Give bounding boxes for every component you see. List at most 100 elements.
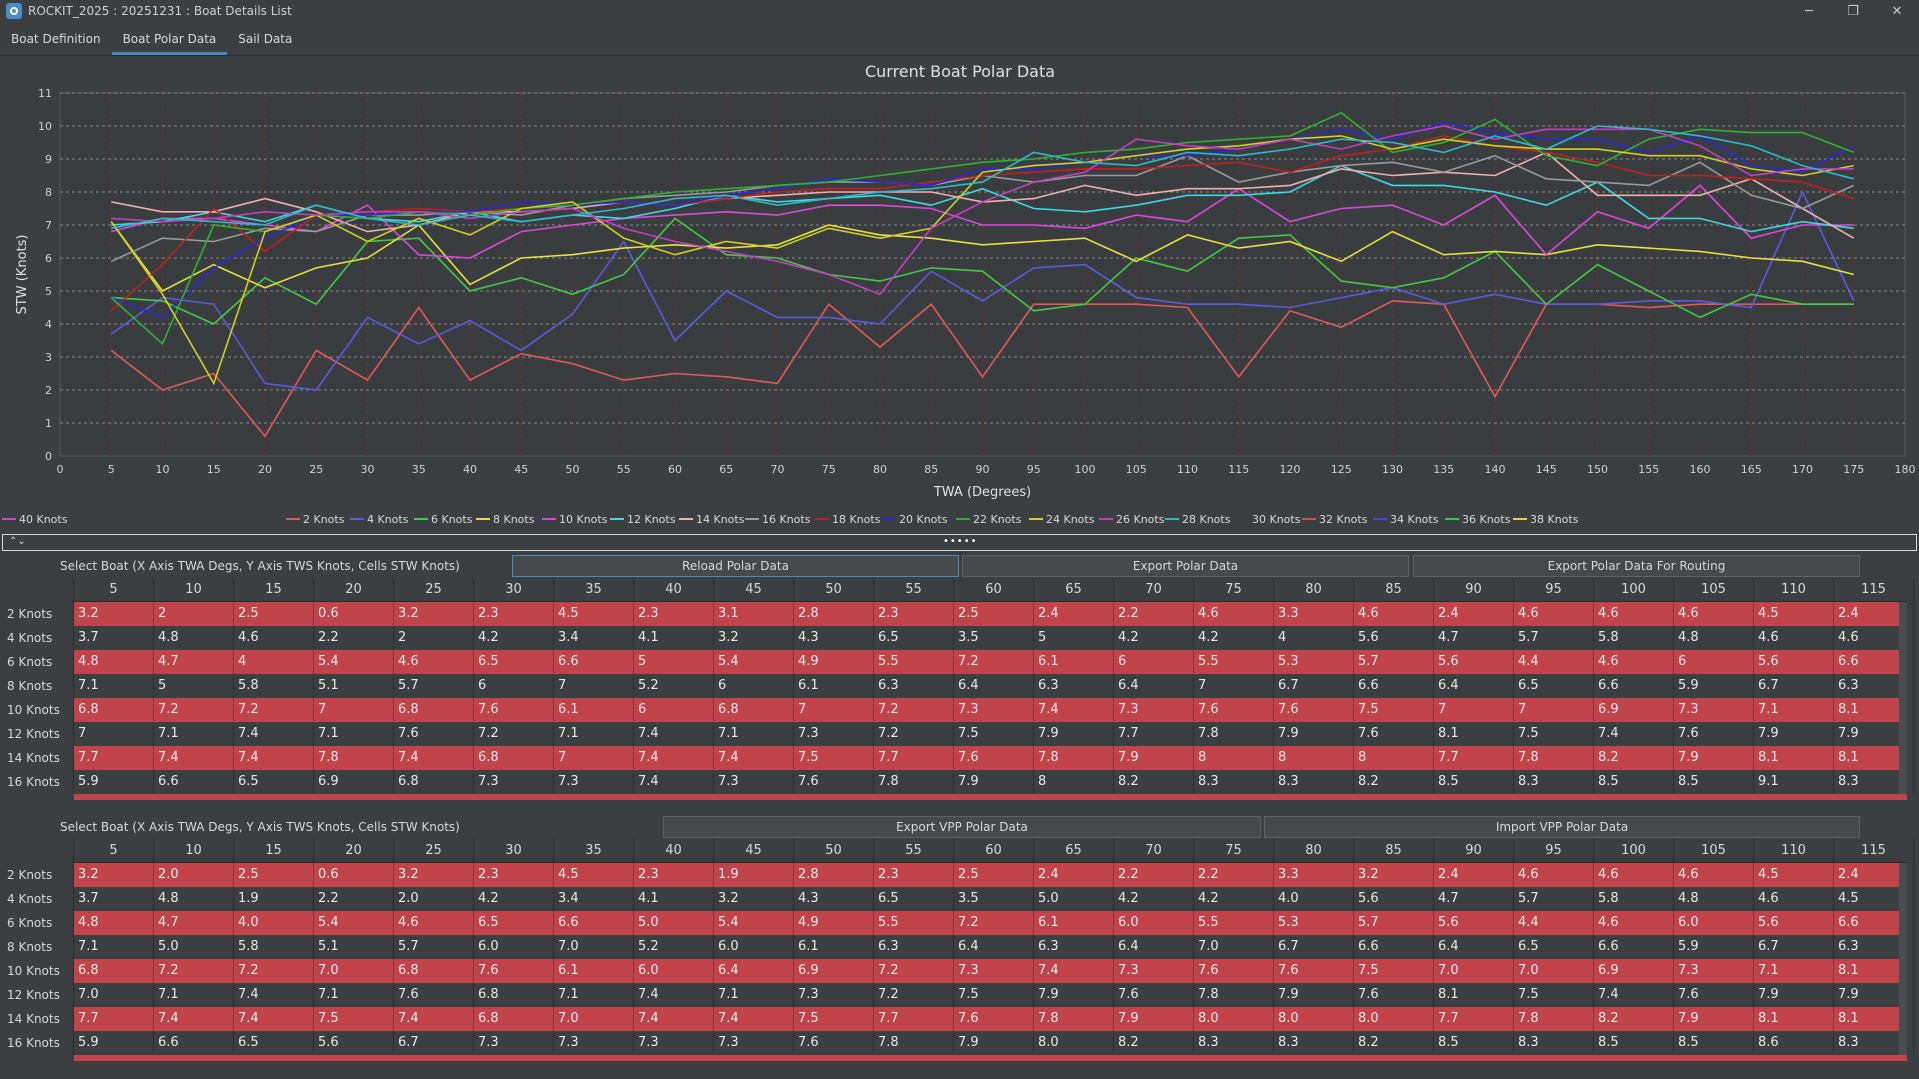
table-cell[interactable]: 6.3 (874, 935, 954, 959)
column-header[interactable]: 70 (1114, 839, 1194, 863)
table-cell[interactable]: 7.6 (1194, 698, 1274, 722)
table-cell[interactable]: 5.2 (634, 935, 714, 959)
table-cell[interactable]: 4.6 (1674, 602, 1754, 626)
column-header[interactable]: 70 (1114, 578, 1194, 602)
export-polar-data-button[interactable]: Export Polar Data (962, 555, 1409, 577)
table-cell[interactable]: 5.7 (1514, 626, 1594, 650)
table-cell[interactable]: 5.6 (1434, 911, 1514, 935)
table-cell[interactable]: 6.9 (314, 770, 394, 794)
table-cell[interactable]: 7.8 (1194, 722, 1274, 746)
table-cell[interactable]: 5.4 (314, 911, 394, 935)
table-cell[interactable]: 6.7 (1274, 674, 1354, 698)
table-cell[interactable]: 4.6 (1194, 602, 1274, 626)
table-cell[interactable]: 8.1 (1434, 722, 1514, 746)
table-cell[interactable]: 6.6 (1834, 650, 1914, 674)
table-cell[interactable]: 7.6 (1354, 983, 1434, 1007)
column-header[interactable]: 90 (1434, 578, 1514, 602)
table-cell[interactable]: 7.9 (1834, 722, 1914, 746)
table-cell[interactable]: 5.5 (1194, 911, 1274, 935)
table-cell[interactable]: 2.2 (1114, 602, 1194, 626)
table-cell[interactable]: 8.5 (1434, 770, 1514, 794)
table-cell[interactable]: 6.3 (1034, 935, 1114, 959)
table-cell[interactable]: 1.9 (714, 863, 794, 887)
table-cell[interactable]: 4.7 (1434, 626, 1514, 650)
table-cell[interactable]: 4.2 (1114, 626, 1194, 650)
table-cell[interactable]: 7.4 (234, 983, 314, 1007)
table-cell[interactable]: 3.4 (554, 887, 634, 911)
table-cell[interactable]: 7.1 (154, 722, 234, 746)
table-cell[interactable]: 7.7 (74, 746, 154, 770)
table-cell[interactable]: 4.2 (1194, 626, 1274, 650)
table-cell[interactable]: 6.1 (1034, 911, 1114, 935)
table-cell[interactable]: 6.5 (474, 911, 554, 935)
table-cell[interactable]: 6.8 (474, 983, 554, 1007)
column-header[interactable]: 10 (154, 839, 234, 863)
table-cell[interactable]: 2.5 (954, 863, 1034, 887)
table-cell[interactable]: 7.1 (714, 983, 794, 1007)
table-cell[interactable]: 7 (74, 722, 154, 746)
table-cell[interactable]: 7.1 (314, 983, 394, 1007)
table-cell[interactable]: 5.8 (234, 935, 314, 959)
table-cell[interactable]: 4.8 (74, 650, 154, 674)
table-cell[interactable]: 6.6 (154, 1031, 234, 1055)
table-cell[interactable]: 7.4 (634, 746, 714, 770)
table-cell[interactable]: 7.3 (1674, 698, 1754, 722)
table-cell[interactable]: 5.7 (1354, 911, 1434, 935)
table-cell[interactable]: 7.2 (154, 959, 234, 983)
table-cell[interactable]: 7.7 (1434, 1007, 1514, 1031)
table-cell[interactable]: 6.9 (794, 959, 874, 983)
column-header[interactable]: 100 (1594, 839, 1674, 863)
table-cell[interactable]: 3.2 (394, 602, 474, 626)
table-cell[interactable]: 5.6 (1754, 650, 1834, 674)
table-cell[interactable]: 6.6 (1594, 935, 1674, 959)
table-cell[interactable]: 8.1 (1834, 1007, 1914, 1031)
table-cell[interactable]: 6.4 (1434, 935, 1514, 959)
table-cell[interactable]: 7.0 (314, 959, 394, 983)
table-cell[interactable]: 7.2 (474, 722, 554, 746)
table-cell[interactable]: 7.4 (154, 746, 234, 770)
table-cell[interactable]: 8 (1274, 746, 1354, 770)
table-cell[interactable]: 7.8 (1034, 746, 1114, 770)
table-cell[interactable]: 0.6 (314, 602, 394, 626)
table-cell[interactable]: 5.5 (1194, 650, 1274, 674)
table-cell[interactable]: 4.5 (1754, 602, 1834, 626)
table-cell[interactable]: 6.8 (474, 1007, 554, 1031)
table-cell[interactable]: 7.4 (634, 983, 714, 1007)
table-cell[interactable]: 7.5 (1514, 722, 1594, 746)
table-cell[interactable]: 6 (1674, 650, 1754, 674)
column-header[interactable]: 60 (954, 578, 1034, 602)
table-cell[interactable]: 7.9 (954, 770, 1034, 794)
tab-boat-polar-data[interactable]: Boat Polar Data (111, 24, 228, 55)
table-cell[interactable]: 8.3 (1514, 770, 1594, 794)
table-cell[interactable]: 8.0 (1354, 1007, 1434, 1031)
table-cell[interactable]: 7.7 (74, 1007, 154, 1031)
table-cell[interactable]: 8.3 (1194, 1031, 1274, 1055)
table-cell[interactable]: 6.7 (1754, 935, 1834, 959)
column-header[interactable]: 65 (1034, 839, 1114, 863)
table-cell[interactable]: 7.5 (954, 983, 1034, 1007)
table-cell[interactable]: 7.5 (1354, 959, 1434, 983)
table-cell[interactable]: 8.3 (1274, 770, 1354, 794)
table-cell[interactable]: 8.0 (1034, 1031, 1114, 1055)
column-header[interactable]: 75 (1194, 839, 1274, 863)
table-cell[interactable]: 3.5 (954, 887, 1034, 911)
table-cell[interactable]: 4.6 (1514, 863, 1594, 887)
table-cell[interactable]: 8 (1034, 770, 1114, 794)
table-cell[interactable]: 7.4 (1594, 983, 1674, 1007)
table-cell[interactable]: 2.5 (234, 863, 314, 887)
table-cell[interactable]: 8.5 (1434, 1031, 1514, 1055)
table-cell[interactable]: 7 (1434, 698, 1514, 722)
table-cell[interactable]: 3.4 (554, 626, 634, 650)
table-cell[interactable]: 8 (1354, 746, 1434, 770)
table-cell[interactable]: 7.6 (474, 698, 554, 722)
table-cell[interactable]: 5.7 (394, 935, 474, 959)
table-cell[interactable]: 6.8 (474, 746, 554, 770)
table-cell[interactable]: 7.8 (874, 1031, 954, 1055)
table-cell[interactable]: 8.1 (1434, 983, 1514, 1007)
table-cell[interactable]: 4.6 (1594, 602, 1674, 626)
table-cell[interactable]: 4.6 (1594, 650, 1674, 674)
column-header[interactable]: 105 (1674, 839, 1754, 863)
table-cell[interactable]: 2.3 (474, 602, 554, 626)
export-vpp-polar-button[interactable]: Export VPP Polar Data (663, 816, 1261, 838)
table-cell[interactable]: 8.1 (1754, 1007, 1834, 1031)
